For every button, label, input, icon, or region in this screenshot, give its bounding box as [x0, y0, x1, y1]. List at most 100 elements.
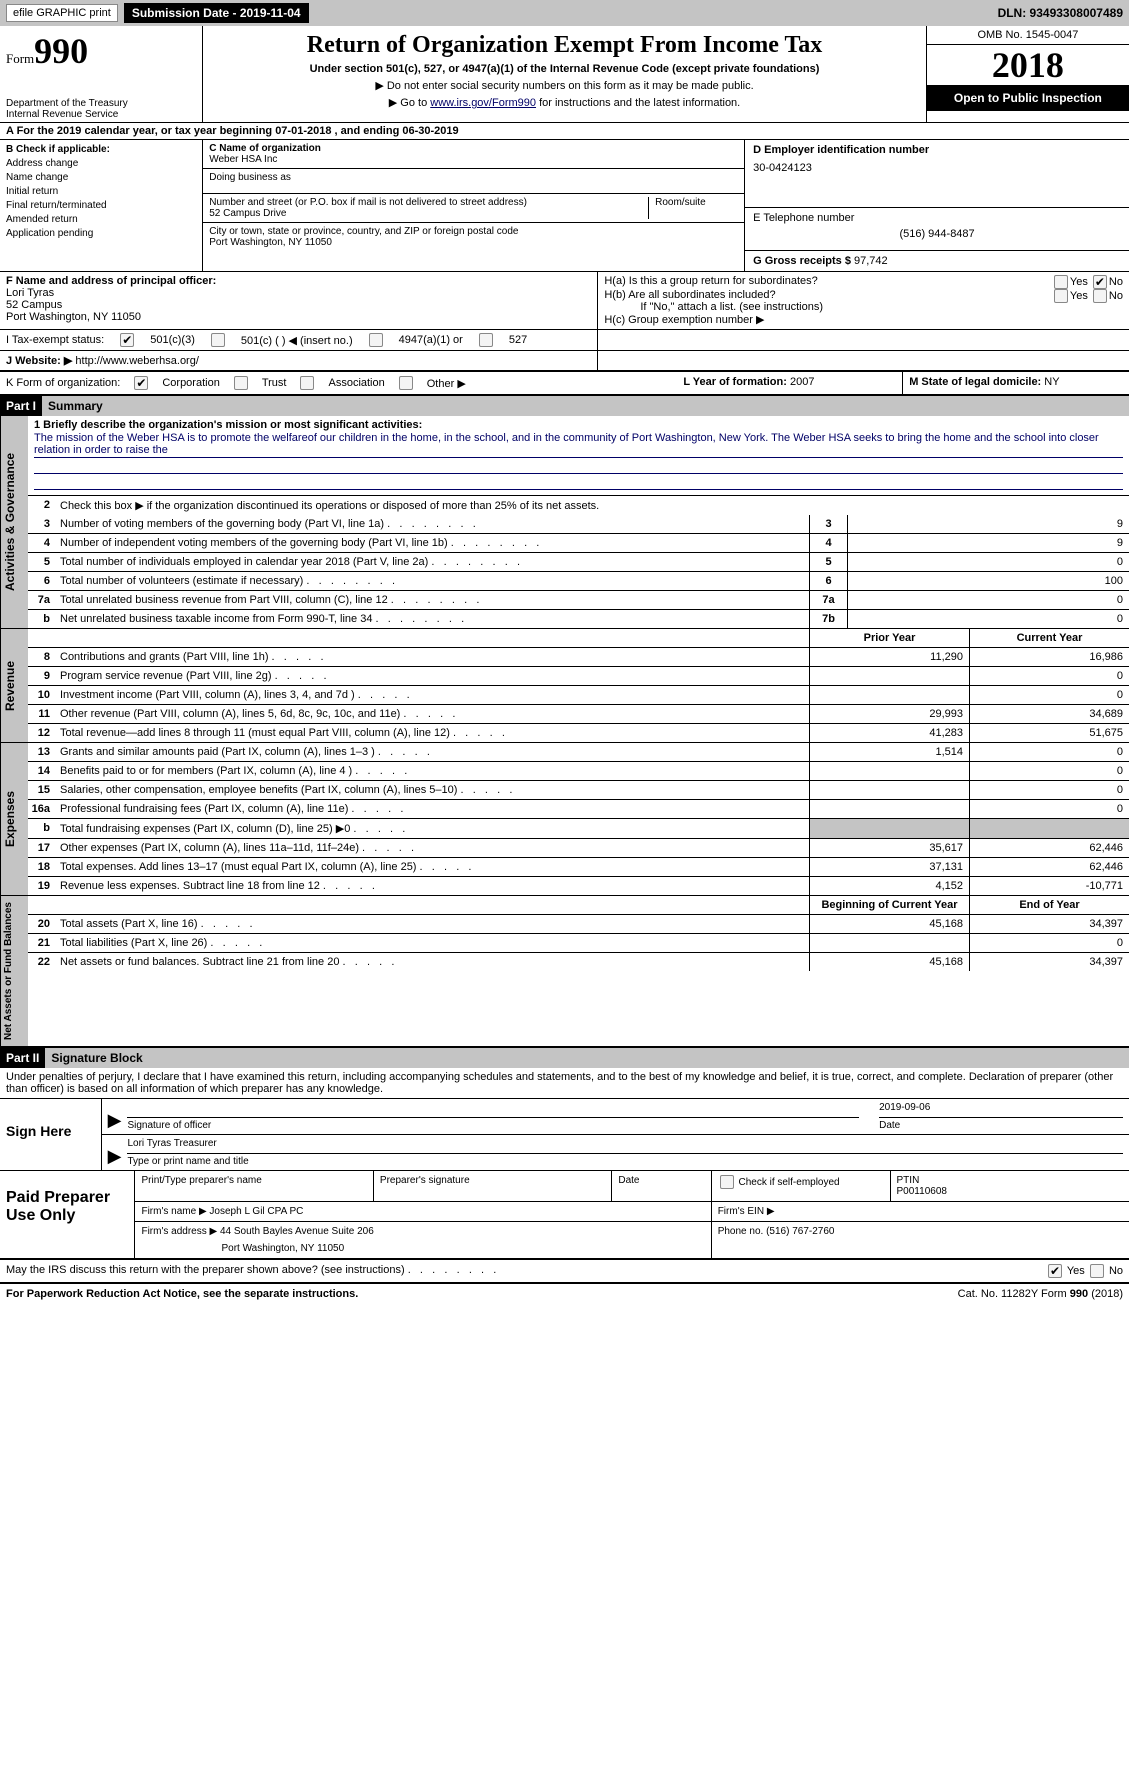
pra-notice: For Paperwork Reduction Act Notice, see … [6, 1288, 358, 1300]
current-value: 0 [969, 743, 1129, 761]
part-i-title: Summary [42, 396, 109, 416]
irs-discuss-row: May the IRS discuss this return with the… [0, 1260, 1129, 1284]
prep-name-hdr: Print/Type preparer's name [135, 1171, 373, 1201]
row-num: 12 [28, 724, 56, 742]
principal-officer-label: F Name and address of principal officer: [6, 275, 591, 287]
summary-row: 11 Other revenue (Part VIII, column (A),… [28, 705, 1129, 724]
prior-value: 45,168 [809, 953, 969, 971]
check-name-change[interactable]: Name change [6, 172, 196, 183]
form-org-label: K Form of organization: [6, 377, 120, 389]
row-box: 6 [809, 572, 847, 590]
mission-label: 1 Briefly describe the organization's mi… [34, 419, 422, 431]
row-num: 18 [28, 858, 56, 876]
check-amended[interactable]: Amended return [6, 214, 196, 225]
end-year-hdr: End of Year [969, 896, 1129, 914]
current-value: 0 [969, 781, 1129, 799]
summary-row: b Net unrelated business taxable income … [28, 610, 1129, 628]
row-text: Total unrelated business revenue from Pa… [56, 591, 809, 609]
tax-year: 2018 [927, 45, 1129, 85]
prior-value [809, 686, 969, 704]
hb-yes-box[interactable] [1054, 289, 1068, 303]
year-formation-label: L Year of formation: [683, 376, 787, 388]
part-i-num: Part I [0, 396, 42, 416]
efile-button[interactable]: efile GRAPHIC print [6, 4, 118, 22]
officer-street: 52 Campus [6, 299, 591, 311]
self-employed-label: Check if self-employed [738, 1177, 854, 1188]
side-expenses: Expenses [0, 743, 28, 895]
opt-corp: Corporation [162, 377, 219, 389]
row-k-l-m: K Form of organization: Corporation Trus… [0, 372, 1129, 396]
summary-row: 21 Total liabilities (Part X, line 26) 0 [28, 934, 1129, 953]
row-box: 7b [809, 610, 847, 628]
check-initial-return[interactable]: Initial return [6, 186, 196, 197]
yes3: Yes [1067, 1265, 1085, 1277]
firm-addr1: 44 South Bayles Avenue Suite 206 [220, 1226, 374, 1237]
mission-blank2 [34, 476, 1123, 490]
check-application-pending[interactable]: Application pending [6, 228, 196, 239]
check-final-return[interactable]: Final return/terminated [6, 200, 196, 211]
opt-other: Other ▶ [427, 377, 466, 390]
opt-trust: Trust [262, 377, 287, 389]
chk-527[interactable] [479, 333, 493, 347]
chk-501c3[interactable] [120, 333, 134, 347]
part-ii-header: Part II Signature Block [0, 1048, 1129, 1068]
row-text: Total assets (Part X, line 16) [56, 915, 809, 933]
open-to-public: Open to Public Inspection [927, 85, 1129, 111]
discuss-no-box[interactable] [1090, 1264, 1104, 1278]
chk-4947[interactable] [369, 333, 383, 347]
chk-assoc[interactable] [300, 376, 314, 390]
officer-city: Port Washington, NY 11050 [6, 311, 591, 323]
row-num: 19 [28, 877, 56, 895]
row-i-j: I Tax-exempt status: 501(c)(3) 501(c) ( … [0, 330, 1129, 351]
current-value: 62,446 [969, 858, 1129, 876]
current-value: -10,771 [969, 877, 1129, 895]
prior-value: 45,168 [809, 915, 969, 933]
summary-row: 14 Benefits paid to or for members (Part… [28, 762, 1129, 781]
summary-row: 6 Total number of volunteers (estimate i… [28, 572, 1129, 591]
summary-row: 20 Total assets (Part X, line 16) 45,168… [28, 915, 1129, 934]
sig-type-label: Type or print name and title [127, 1156, 1123, 1167]
note2-pre: ▶ Go to [389, 97, 430, 109]
line-2: 2 Check this box ▶ if the organization d… [28, 496, 1129, 515]
summary-row: 17 Other expenses (Part IX, column (A), … [28, 839, 1129, 858]
ha-yes-box[interactable] [1054, 275, 1068, 289]
chk-corp[interactable] [134, 376, 148, 390]
firm-addr2: Port Washington, NY 11050 [221, 1243, 704, 1254]
state-domicile-label: M State of legal domicile: [909, 376, 1041, 388]
self-employed-check[interactable] [720, 1175, 734, 1189]
discuss-yes-box[interactable] [1048, 1264, 1062, 1278]
prior-value: 35,617 [809, 839, 969, 857]
sign-here-label: Sign Here [0, 1099, 102, 1170]
org-name: Weber HSA Inc [209, 154, 738, 165]
city-label: City or town, state or province, country… [209, 226, 738, 237]
phone-label: Phone no. [718, 1226, 764, 1237]
prior-year-hdr: Prior Year [809, 629, 969, 647]
chk-trust[interactable] [234, 376, 248, 390]
ha-no-box[interactable] [1093, 275, 1107, 289]
check-address-change[interactable]: Address change [6, 158, 196, 169]
yes-label: Yes [1070, 276, 1088, 288]
hb-no-box[interactable] [1093, 289, 1107, 303]
current-value: 16,986 [969, 648, 1129, 666]
chk-other[interactable] [399, 376, 413, 390]
row-num: 5 [28, 553, 56, 571]
form990-link[interactable]: www.irs.gov/Form990 [430, 97, 536, 109]
paid-preparer-block: Paid Preparer Use Only Print/Type prepar… [0, 1171, 1129, 1260]
prior-value: 37,131 [809, 858, 969, 876]
current-value: 0 [969, 800, 1129, 818]
sig-officer-label: Signature of officer [127, 1120, 859, 1131]
summary-row: b Total fundraising expenses (Part IX, c… [28, 819, 1129, 839]
current-value: 62,446 [969, 839, 1129, 857]
row-website-hc: J Website: ▶ http://www.weberhsa.org/ [0, 351, 1129, 372]
calendar-year-line: A For the 2019 calendar year, or tax yea… [0, 123, 1129, 140]
summary-row: 10 Investment income (Part VIII, column … [28, 686, 1129, 705]
row-num: 20 [28, 915, 56, 933]
chk-501c[interactable] [211, 333, 225, 347]
street-value: 52 Campus Drive [209, 208, 648, 219]
firm-name: Joseph L Gil CPA PC [209, 1206, 303, 1217]
prior-value: 29,993 [809, 705, 969, 723]
row-value: 0 [847, 591, 1129, 609]
form-number: Form990 [6, 30, 196, 72]
firm-addr-label: Firm's address ▶ [141, 1226, 217, 1237]
hb-text: H(b) Are all subordinates included? [604, 289, 775, 301]
